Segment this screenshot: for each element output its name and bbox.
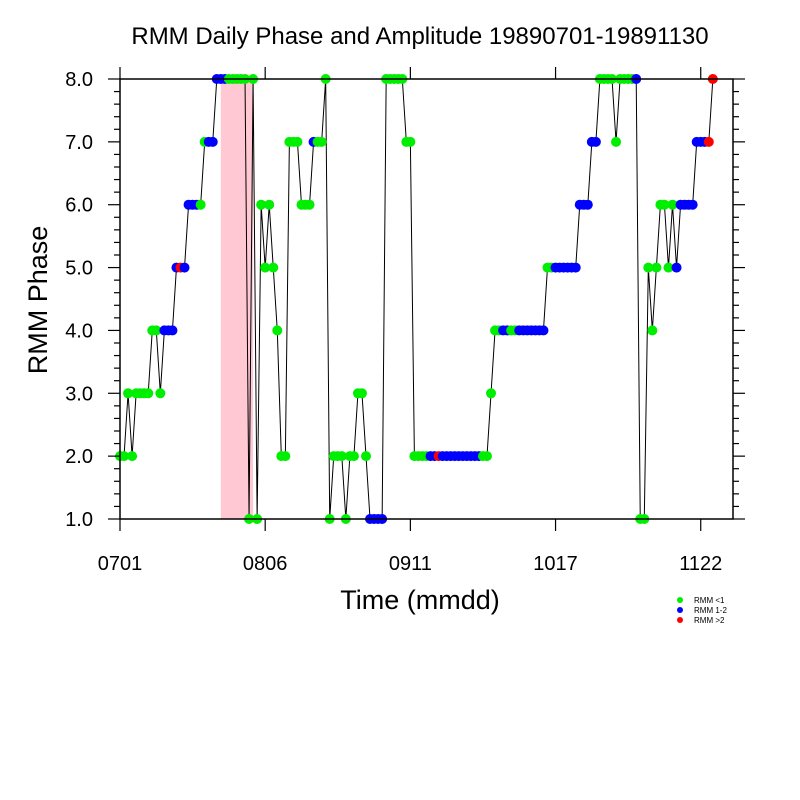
data-point xyxy=(538,325,549,336)
data-point xyxy=(316,136,327,147)
data-point xyxy=(123,388,134,399)
data-point xyxy=(481,451,492,462)
data-point xyxy=(405,136,416,147)
legend-label: RMM >2 xyxy=(694,616,725,625)
data-point xyxy=(582,199,593,210)
data-point xyxy=(119,451,130,462)
data-point xyxy=(179,262,190,273)
y-tick-label: 8.0 xyxy=(65,69,93,91)
data-point xyxy=(486,388,497,399)
data-point xyxy=(304,199,315,210)
data-point xyxy=(703,136,714,147)
data-point xyxy=(280,451,291,462)
x-tick-label: 1122 xyxy=(679,553,722,575)
y-axis-label: RMM Phase xyxy=(23,226,53,375)
legend-label: RMM <1 xyxy=(694,596,725,605)
data-point xyxy=(260,262,271,273)
data-point xyxy=(671,262,682,273)
data-point xyxy=(151,325,162,336)
legend-label: RMM 1-2 xyxy=(694,606,727,615)
x-axis-label: Time (mmdd) xyxy=(340,585,500,615)
legend-marker xyxy=(677,597,683,603)
data-point xyxy=(667,199,678,210)
data-point xyxy=(647,325,658,336)
data-point xyxy=(195,199,206,210)
plot-frame xyxy=(119,78,734,520)
data-point xyxy=(687,199,698,210)
data-point xyxy=(356,388,367,399)
data-point xyxy=(264,199,275,210)
data-point xyxy=(292,136,303,147)
data-point xyxy=(167,325,178,336)
data-point xyxy=(663,262,674,273)
data-point xyxy=(127,451,138,462)
y-tick-label: 4.0 xyxy=(65,320,93,342)
data-point xyxy=(336,451,347,462)
y-tick-label: 5.0 xyxy=(65,258,93,280)
y-tick-label: 6.0 xyxy=(65,195,93,217)
y-tick-label: 7.0 xyxy=(65,132,93,154)
y-tick-label: 2.0 xyxy=(65,446,93,468)
data-point xyxy=(143,388,154,399)
x-tick-label: 0911 xyxy=(389,553,432,575)
y-tick-label: 3.0 xyxy=(65,383,93,405)
highlight-span xyxy=(220,79,254,519)
chart-title: RMM Daily Phase and Amplitude 19890701-1… xyxy=(131,23,708,50)
y-tick-label: 1.0 xyxy=(65,509,93,531)
data-point xyxy=(272,325,283,336)
data-point xyxy=(643,262,654,273)
x-tick-label: 0806 xyxy=(243,553,288,575)
legend-marker xyxy=(677,607,683,613)
data-point xyxy=(659,199,670,210)
data-point xyxy=(570,262,581,273)
x-tick-label: 0701 xyxy=(98,553,143,575)
data-point xyxy=(651,262,662,273)
data-point xyxy=(590,136,601,147)
data-point xyxy=(361,451,372,462)
legend-marker xyxy=(677,617,683,623)
data-point xyxy=(611,136,622,147)
data-point xyxy=(348,451,359,462)
data-point xyxy=(268,262,279,273)
data-point xyxy=(155,388,166,399)
data-point xyxy=(207,136,218,147)
data-point xyxy=(256,199,267,210)
x-tick-label: 1017 xyxy=(533,553,578,575)
